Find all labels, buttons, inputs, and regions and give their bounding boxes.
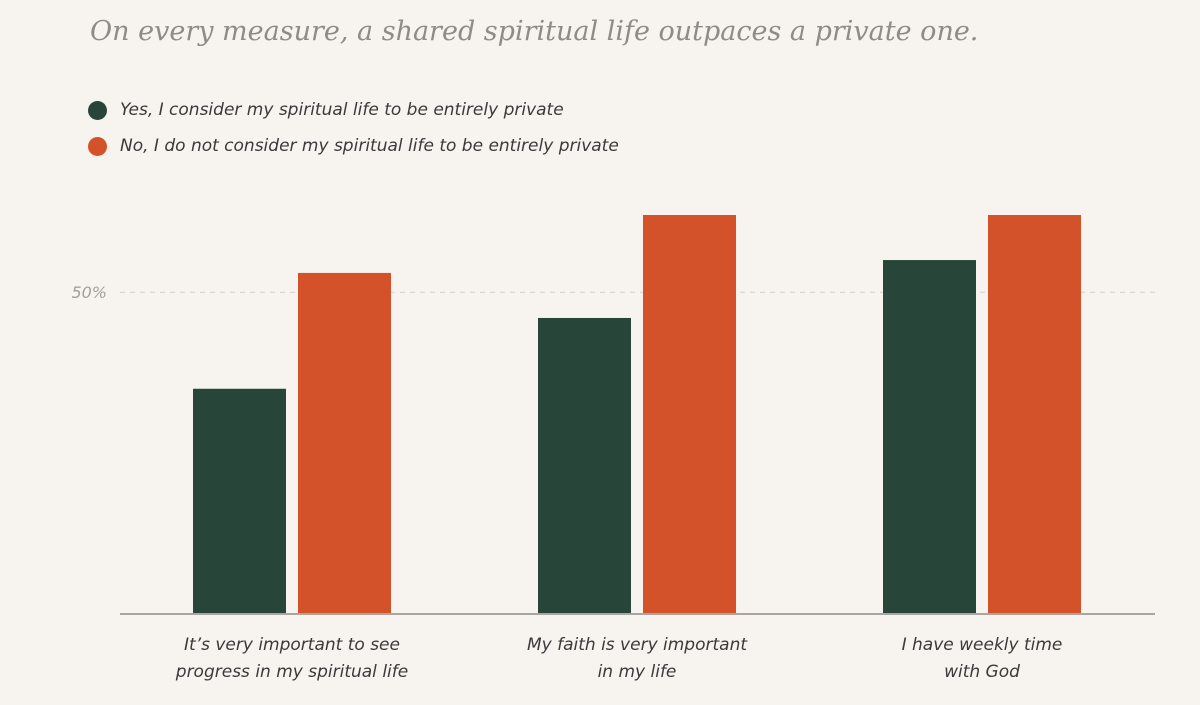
legend-item-not-private: No, I do not consider my spiritual life … (88, 128, 619, 164)
bar-2-series-1 (538, 317, 631, 614)
chart-title: On every measure, a shared spiritual lif… (90, 16, 979, 47)
legend-dot-private (88, 100, 107, 120)
x-tick-label-2-line-2: in my life (598, 662, 677, 682)
legend-item-private: Yes, I consider my spiritual life to be … (88, 92, 619, 128)
y-tick-label-50: 50% (71, 283, 107, 302)
x-tick-label-3-line-1: I have weekly time (902, 635, 1063, 655)
legend-dot-not-private (88, 136, 107, 156)
bar-1-series-1 (193, 388, 286, 614)
legend-label-not-private: No, I do not consider my spiritual life … (120, 136, 619, 156)
x-tick-label-2-line-1: My faith is very important (527, 635, 748, 655)
legend: Yes, I consider my spiritual life to be … (88, 92, 619, 164)
bar-3-series-1 (883, 260, 976, 614)
x-tick-label-1-line-2: progress in my spiritual life (175, 662, 408, 682)
bar-2-series-2 (643, 215, 736, 614)
bar-1-series-2 (298, 272, 391, 614)
x-tick-label-3-line-2: with God (944, 662, 1020, 682)
legend-label-private: Yes, I consider my spiritual life to be … (120, 100, 564, 120)
bar-3-series-2 (988, 215, 1081, 614)
x-tick-label-1-line-1: It’s very important to see (184, 635, 400, 655)
